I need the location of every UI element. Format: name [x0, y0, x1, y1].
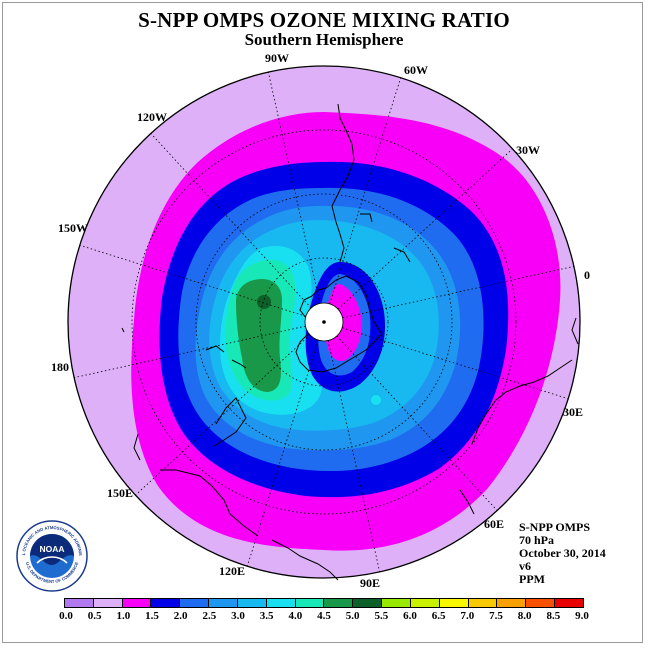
colorbar-swatch [439, 599, 469, 607]
colorbar-swatch [353, 599, 383, 607]
lon-label-150e: 150E [107, 486, 134, 500]
vortex-core-low [325, 284, 362, 362]
info-block: S-NPP OMPS 70 hPa October 30, 2014 v6 PP… [519, 521, 606, 586]
info-version: v6 [519, 559, 531, 573]
colorbar-tick-label: 0.0 [59, 610, 73, 622]
colorbar-tick-label: 7.5 [489, 610, 503, 622]
info-date: October 30, 2014 [519, 546, 606, 560]
colorbar-swatch [497, 599, 527, 607]
colorbar-swatch [65, 599, 94, 607]
band-5.0-5.5 [257, 295, 271, 309]
info-units: PPM [519, 572, 545, 586]
colorbar [64, 598, 584, 608]
colorbar-tick-label: 9.0 [575, 610, 589, 622]
colorbar-tick-label: 2.5 [202, 610, 217, 622]
colorbar-tick-label: 1.0 [116, 610, 131, 622]
map-boundary [67, 65, 581, 579]
colorbar-tick-label: 2.0 [173, 610, 188, 622]
coastlines [121, 103, 579, 581]
colorbar-tick-label: 8.5 [546, 610, 561, 622]
meridian-line [74, 325, 306, 379]
meridian-line [342, 327, 569, 400]
colorbar-tick-label: 5.0 [345, 610, 360, 622]
lon-label-150w: 150W [58, 221, 88, 235]
colorbar-tick-label: 7.0 [460, 610, 475, 622]
lon-label-120e: 120E [219, 564, 246, 578]
colorbar-swatch [382, 599, 411, 607]
latitude-circle [195, 193, 453, 451]
meridian-line [342, 265, 574, 319]
colorbar-swatch [93, 599, 123, 607]
latitude-circle [131, 129, 517, 515]
colorbar-swatch [526, 599, 556, 607]
info-instrument: S-NPP OMPS [519, 520, 590, 534]
colorbar-swatch [555, 599, 583, 607]
colorbar-swatch [122, 599, 152, 607]
colorbar-tick-label: 8.0 [517, 610, 532, 622]
colorbar-swatch [180, 599, 210, 607]
colorbar-tick-label: 1.5 [145, 610, 159, 622]
south-pole-marker [322, 320, 326, 324]
lon-label-90w: 90W [265, 51, 289, 65]
meridian-line [150, 133, 312, 309]
figure-frame [2, 2, 643, 643]
colorbar-swatch [324, 599, 354, 607]
graticule [74, 72, 574, 572]
meridian-line [246, 340, 319, 567]
colorbar-swatch [237, 599, 267, 607]
lon-label-90e: 90E [360, 576, 381, 590]
lon-label-180: 180 [51, 360, 69, 374]
lon-label-30w: 30W [516, 143, 540, 157]
lon-label-60w: 60W [404, 63, 428, 77]
map-title: S-NPP OMPS OZONE MIXING RATIO [138, 8, 510, 32]
noaa-logo-text: NOAA [39, 544, 64, 554]
colorbar-tick-label: 3.5 [259, 610, 274, 622]
colorbar-swatch [468, 599, 498, 607]
colorbar-tick-label: 4.0 [288, 610, 303, 622]
lon-label-0: 0 [584, 268, 590, 282]
latitude-circle [259, 257, 389, 387]
colorbar-swatch [209, 599, 238, 607]
colorbar-ticks: 0.0 0.5 1.0 1.5 2.0 2.5 3.0 3.5 4.0 4.5 5.0 5.5 6.0 6… [0, 610, 648, 624]
meridian-line [267, 72, 321, 304]
map-subtitle: Southern Hemisphere [244, 30, 404, 49]
meridian-line [327, 340, 381, 572]
lon-label-120w: 120W [137, 110, 167, 124]
colorbar-tick-label: 6.5 [431, 610, 446, 622]
info-level: 70 hPa [519, 533, 555, 547]
small-high-patch [371, 395, 381, 405]
band-4.5-5.0 [236, 278, 282, 392]
noaa-logo: NATIONAL OCEANIC AND ATMOSPHERIC ADMINIS… [15, 519, 88, 592]
colorbar-swatch [410, 599, 440, 607]
lon-label-30e: 30E [563, 405, 584, 419]
colorbar-swatch [266, 599, 296, 607]
colorbar-swatch [295, 599, 325, 607]
colorbar-tick-label: 4.5 [317, 610, 331, 622]
colorbar-tick-label: 0.5 [87, 610, 102, 622]
lon-label-60e: 60E [484, 517, 505, 531]
colorbar-tick-label: 3.0 [231, 610, 245, 622]
colorbar-tick-label: 6.0 [403, 610, 417, 622]
colorbar-swatch [151, 599, 181, 607]
colorbar-tick-label: 5.5 [374, 610, 389, 622]
